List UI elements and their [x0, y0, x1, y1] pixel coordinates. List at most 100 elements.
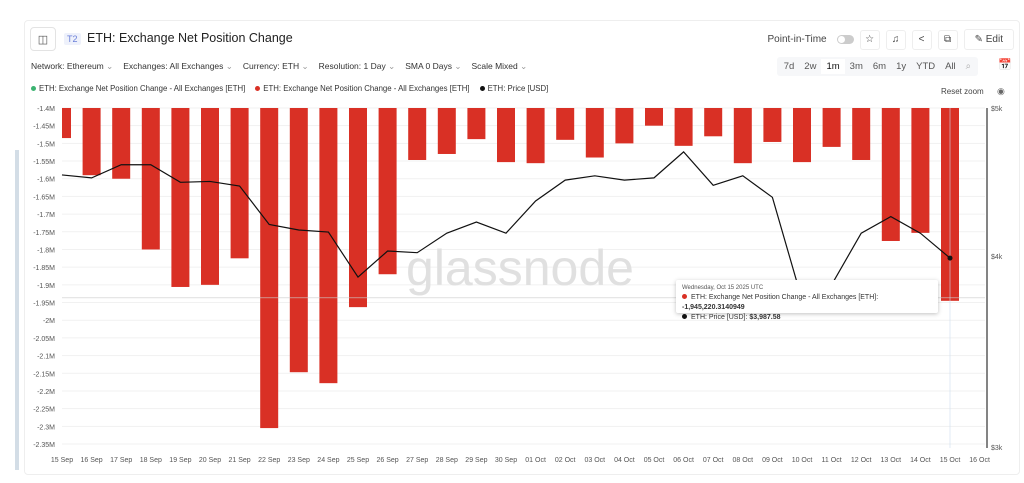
- y-tick-label: -1.95M: [33, 301, 55, 308]
- y-tick-label: -1.6M: [37, 177, 55, 184]
- x-tick-label: 30 Sep: [495, 457, 517, 464]
- tooltip-series-value: -1,945,220.3140949: [682, 304, 745, 311]
- tooltip-price-value: $3,987.58: [749, 314, 781, 321]
- filter-network[interactable]: Network: Ethereum: [31, 61, 113, 72]
- filter-resolution[interactable]: Resolution: 1 Day: [319, 61, 396, 72]
- bar: [704, 108, 723, 137]
- star-icon[interactable]: ☆: [859, 29, 880, 50]
- calendar-icon[interactable]: 📅: [998, 59, 1012, 71]
- chart-legend: ETH: Exchange Net Position Change - All …: [31, 84, 548, 93]
- x-tick-label: 05 Oct: [644, 457, 665, 464]
- edit-button[interactable]: ✎ Edit: [963, 29, 1014, 50]
- y-tick-label: -1.9M: [37, 283, 55, 290]
- x-tick-label: 08 Oct: [732, 457, 753, 464]
- y-tick-label: -1.55M: [33, 159, 55, 166]
- y-tick-label: -2.15M: [33, 371, 55, 378]
- scrollbar[interactable]: [15, 150, 19, 470]
- tooltip-series-label: ETH: Exchange Net Position Change - All …: [691, 294, 879, 301]
- legend-item[interactable]: ETH: Price [USD]: [479, 84, 548, 93]
- zoom-select-icon[interactable]: ⌕: [965, 61, 971, 72]
- y-tick-label: -2.25M: [33, 407, 55, 414]
- range-1y[interactable]: 1y: [896, 61, 907, 72]
- range-all[interactable]: All: [945, 61, 956, 72]
- watermark: glassnode: [406, 240, 634, 296]
- bar: [645, 108, 663, 126]
- range-3m[interactable]: 3m: [849, 61, 863, 72]
- bar: [467, 108, 486, 140]
- range-ytd[interactable]: YTD: [916, 61, 936, 72]
- x-tick-label: 29 Sep: [465, 457, 487, 464]
- y-tick-label: -1.4M: [37, 106, 55, 113]
- bell-icon[interactable]: ♫: [885, 29, 906, 50]
- price-point-marker: [947, 255, 953, 261]
- bar: [763, 108, 782, 142]
- filter-scale[interactable]: Scale Mixed: [471, 61, 527, 72]
- bar: [852, 108, 871, 160]
- x-tick-label: 03 Oct: [584, 457, 605, 464]
- filter-bar: Network: Ethereum Exchanges: All Exchang…: [31, 61, 527, 72]
- range-2w[interactable]: 2w: [804, 61, 817, 72]
- range-6m[interactable]: 6m: [872, 61, 887, 72]
- filter-currency[interactable]: Currency: ETH: [243, 61, 309, 72]
- sidebar-icon: ◫: [37, 33, 49, 46]
- bar: [497, 108, 515, 163]
- legend-item[interactable]: ETH: Exchange Net Position Change - All …: [255, 84, 470, 93]
- point-in-time-toggle[interactable]: [836, 35, 854, 44]
- y-tick-label: -1.65M: [33, 194, 55, 201]
- bar: [822, 108, 841, 147]
- camera-icon[interactable]: ◉: [997, 86, 1005, 96]
- x-tick-label: 17 Sep: [110, 457, 132, 464]
- x-tick-label: 12 Oct: [851, 457, 872, 464]
- x-tick-label: 16 Oct: [969, 457, 990, 464]
- bar: [112, 108, 131, 179]
- x-tick-label: 19 Sep: [169, 457, 191, 464]
- reset-zoom-button[interactable]: Reset zoom: [941, 87, 984, 96]
- x-tick-label: 02 Oct: [555, 457, 576, 464]
- bar: [408, 108, 427, 160]
- bar: [349, 108, 367, 308]
- copy-icon[interactable]: ⧉: [937, 29, 958, 50]
- filter-exchanges[interactable]: Exchanges: All Exchanges: [123, 61, 233, 72]
- share-icon[interactable]: <: [911, 29, 932, 50]
- x-tick-label: 06 Oct: [673, 457, 694, 464]
- bar: [260, 108, 279, 429]
- x-tick-label: 23 Sep: [288, 457, 310, 464]
- bar: [62, 108, 71, 139]
- y-tick-label: -1.75M: [33, 230, 55, 237]
- x-tick-label: 04 Oct: [614, 457, 635, 464]
- pencil-icon: ✎: [974, 34, 986, 45]
- tier-badge: T2: [64, 33, 81, 45]
- x-tick-label: 14 Oct: [910, 457, 931, 464]
- x-tick-label: 10 Oct: [792, 457, 813, 464]
- x-tick-label: 18 Sep: [140, 457, 162, 464]
- x-tick-label: 15 Oct: [940, 457, 961, 464]
- y-tick-label: -1.8M: [37, 247, 55, 254]
- x-tick-label: 22 Sep: [258, 457, 280, 464]
- y-tick-label: -2.05M: [33, 336, 55, 343]
- range-7d[interactable]: 7d: [783, 61, 795, 72]
- range-1m[interactable]: 1m: [821, 59, 845, 74]
- y2-tick-label: $4k: [991, 254, 1003, 261]
- bar: [615, 108, 634, 144]
- sidebar-toggle-button[interactable]: ◫: [30, 27, 56, 51]
- y-tick-label: -2.2M: [37, 389, 55, 396]
- bar: [319, 108, 338, 384]
- chart-tooltip: Wednesday, Oct 15 2025 UTC ETH: Exchange…: [676, 280, 938, 321]
- x-tick-label: 20 Sep: [199, 457, 221, 464]
- legend-item[interactable]: ETH: Exchange Net Position Change - All …: [31, 84, 245, 93]
- bar: [585, 108, 604, 158]
- y2-tick-label: $3k: [991, 445, 1003, 452]
- bar: [141, 108, 160, 250]
- x-tick-label: 28 Sep: [436, 457, 458, 464]
- bar: [230, 108, 249, 259]
- x-tick-label: 09 Oct: [762, 457, 783, 464]
- x-tick-label: 16 Sep: [81, 457, 103, 464]
- page-title: ETH: Exchange Net Position Change: [87, 31, 293, 45]
- bar: [556, 108, 575, 140]
- filter-sma[interactable]: SMA 0 Days: [405, 61, 461, 72]
- y-tick-label: -2.35M: [33, 442, 55, 449]
- y-tick-label: -2.3M: [37, 424, 55, 431]
- x-tick-label: 07 Oct: [703, 457, 724, 464]
- bar: [289, 108, 308, 373]
